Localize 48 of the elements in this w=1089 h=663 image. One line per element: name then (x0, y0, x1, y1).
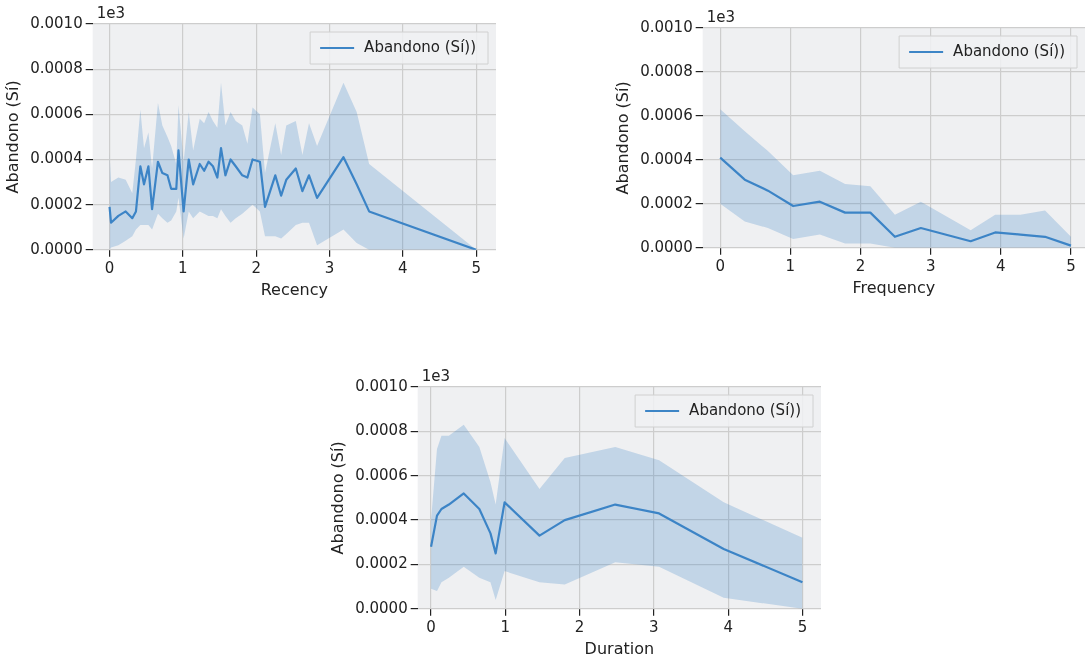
x-tick-label: 4 (996, 256, 1006, 275)
x-tick-label: 4 (398, 258, 408, 277)
y-tick-label: 0.0006 (355, 465, 408, 484)
legend-label: Abandono (Sí)) (689, 400, 802, 419)
y-tick-label: 0.0008 (640, 61, 693, 80)
x-tick-label: 1 (178, 258, 188, 277)
x-axis-title: Frequency (852, 277, 936, 297)
x-tick-label: 2 (855, 256, 866, 275)
x-axis-title: Duration (584, 638, 655, 658)
x-tick-label: 4 (723, 617, 733, 636)
y-tick-label: 0.0000 (355, 598, 408, 617)
y-tick-label: 0.0006 (30, 104, 83, 123)
legend-label: Abandono (Sí)) (953, 41, 1066, 60)
x-tick-label: 1 (785, 256, 796, 275)
legend-label: Abandono (Sí)) (364, 37, 477, 56)
y-axis-title: Abandono (Sí) (612, 81, 632, 195)
y-tick-label: 0.0006 (640, 105, 693, 124)
y-tick-label: 0.0010 (30, 13, 83, 32)
x-tick-label: 5 (797, 617, 808, 636)
x-tick-label: 1 (500, 617, 511, 636)
x-tick-label: 0 (715, 256, 725, 275)
x-tick-label: 3 (925, 256, 936, 275)
x-tick-label: 2 (574, 617, 585, 636)
x-tick-label: 0 (104, 258, 115, 277)
y-tick-label: 0.0004 (355, 509, 408, 528)
y-tick-label: 0.0010 (355, 376, 408, 395)
x-tick-label: 5 (471, 258, 481, 277)
text: 1e3 (706, 8, 736, 27)
y-tick-label: 0.0000 (640, 237, 693, 256)
y-tick-label: 0.0000 (30, 239, 83, 258)
x-tick-label: 2 (251, 258, 261, 277)
text: 1e3 (96, 4, 126, 23)
y-axis-title: Abandono (Sí) (2, 80, 22, 194)
y-tick-label: 0.0002 (355, 554, 408, 573)
y-tick-label: 0.0008 (355, 421, 408, 440)
x-axis-title: Recency (260, 279, 328, 299)
y-axis-title: Abandono (Sí) (327, 441, 347, 555)
x-tick-label: 0 (426, 617, 436, 636)
y-tick-label: 0.0002 (640, 193, 693, 212)
y-tick-label: 0.0002 (30, 194, 83, 213)
y-tick-label: 0.0008 (30, 59, 83, 78)
x-tick-label: 5 (1066, 256, 1076, 275)
y-tick-label: 0.0004 (30, 149, 83, 168)
y-tick-label: 0.0010 (640, 17, 693, 36)
text: 1e3 (421, 367, 451, 386)
x-tick-label: 3 (649, 617, 659, 636)
x-tick-label: 3 (324, 258, 335, 277)
y-tick-label: 0.0004 (640, 149, 693, 168)
